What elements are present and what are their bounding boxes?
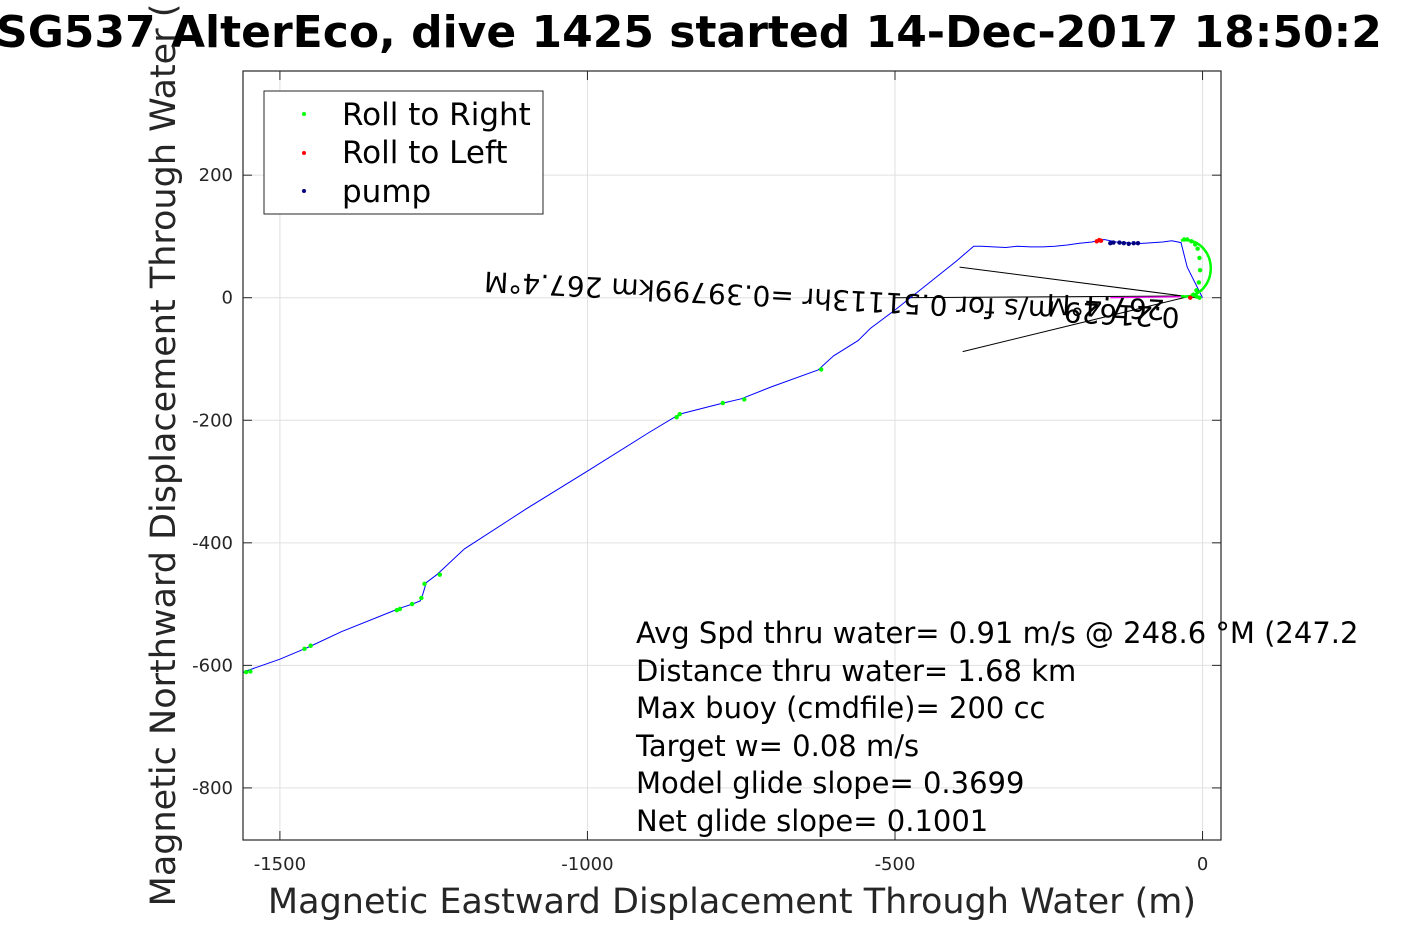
roll-right-point bbox=[243, 669, 249, 675]
roll-right-point bbox=[818, 367, 824, 372]
y-tick-label: -400 bbox=[192, 533, 233, 554]
y-tick-label: 200 bbox=[199, 165, 233, 186]
roll-right-point bbox=[1196, 280, 1202, 285]
legend: Roll to Right Roll to Left pump bbox=[263, 90, 544, 215]
y-tick-label: -600 bbox=[192, 655, 233, 676]
roll-right-point bbox=[1192, 242, 1198, 247]
axes-box bbox=[242, 70, 1222, 841]
stats-line: Net glide slope= 0.1001 bbox=[636, 804, 988, 838]
current-heading-label: 267.4°M bbox=[1045, 287, 1165, 326]
ticks: -1500 -1000 -500 0 -800 -600 -400 -200 0 200 bbox=[192, 71, 1221, 875]
roll-right-point bbox=[437, 572, 443, 577]
y-axis-label: Magnetic Northward Displacement Through … bbox=[144, 4, 184, 907]
stats-annotation: Avg Spd thru water= 0.91 m/s @ 248.6 °M … bbox=[635, 616, 1358, 838]
roll-right-point bbox=[1197, 267, 1203, 273]
roll-right-point bbox=[1197, 295, 1202, 300]
roll-right-point bbox=[742, 397, 747, 402]
roll-left-point bbox=[1094, 239, 1099, 244]
legend-marker-pump bbox=[302, 189, 306, 193]
legend-box bbox=[263, 90, 544, 215]
roll-right-point bbox=[419, 595, 424, 601]
y-tick-label: -200 bbox=[192, 410, 233, 431]
pump-point bbox=[1135, 240, 1141, 246]
legend-label: Roll to Left bbox=[342, 135, 508, 171]
x-tick-label: 0 bbox=[1197, 854, 1208, 875]
stats-line: Avg Spd thru water= 0.91 m/s @ 248.6 °M … bbox=[636, 616, 1358, 650]
roll-right-point bbox=[302, 646, 307, 652]
current-line bbox=[894, 295, 1197, 299]
legend-label: pump bbox=[342, 174, 431, 210]
roll-right-point bbox=[1181, 237, 1187, 242]
current-wedge bbox=[894, 266, 1197, 353]
roll-right-point bbox=[1197, 255, 1202, 261]
roll-right-point bbox=[1189, 239, 1194, 244]
y-tick-label: -800 bbox=[192, 778, 233, 799]
pump-point bbox=[1121, 240, 1127, 246]
roll-right-point bbox=[308, 643, 313, 648]
roll-right-point bbox=[677, 411, 682, 417]
current-line bbox=[959, 266, 1197, 299]
pump-point bbox=[1126, 241, 1131, 246]
pump-point bbox=[1108, 240, 1113, 246]
x-tick-label: -500 bbox=[875, 854, 916, 875]
grid bbox=[243, 71, 1221, 840]
roll-right-point bbox=[422, 581, 427, 587]
stats-line: Distance thru water= 1.68 km bbox=[636, 654, 1076, 688]
stats-line: Target w= 0.08 m/s bbox=[635, 729, 919, 763]
roll-left-point bbox=[1188, 295, 1193, 300]
roll-right-point bbox=[674, 415, 679, 420]
roll-right-point bbox=[409, 601, 415, 607]
roll-right-point bbox=[1184, 237, 1190, 242]
current-line bbox=[962, 294, 1197, 353]
legend-label: Roll to Right bbox=[342, 97, 531, 133]
roll-right-point bbox=[394, 608, 399, 613]
roll-right-point bbox=[1194, 288, 1199, 293]
stats-line: Max buoy (cmdfile)= 200 cc bbox=[636, 691, 1045, 725]
x-axis-label: Magnetic Eastward Displacement Through W… bbox=[268, 882, 1196, 922]
x-tick-label: -1000 bbox=[561, 854, 613, 875]
chart-title: SG537 AlterEco, dive 1425 started 14-Dec… bbox=[0, 7, 1382, 58]
roll-right-point bbox=[248, 669, 253, 674]
roll-right-point bbox=[1195, 246, 1200, 251]
roll-right-point bbox=[720, 400, 725, 406]
y-tick-label: 0 bbox=[222, 288, 233, 309]
legend-marker-roll-right bbox=[302, 112, 306, 116]
x-tick-label: -1500 bbox=[254, 854, 306, 875]
roll-points bbox=[243, 237, 1203, 675]
stats-line: Model glide slope= 0.3699 bbox=[636, 766, 1024, 800]
pump-point bbox=[1117, 240, 1122, 245]
legend-marker-roll-left bbox=[302, 151, 306, 155]
pump-point bbox=[1131, 240, 1136, 246]
